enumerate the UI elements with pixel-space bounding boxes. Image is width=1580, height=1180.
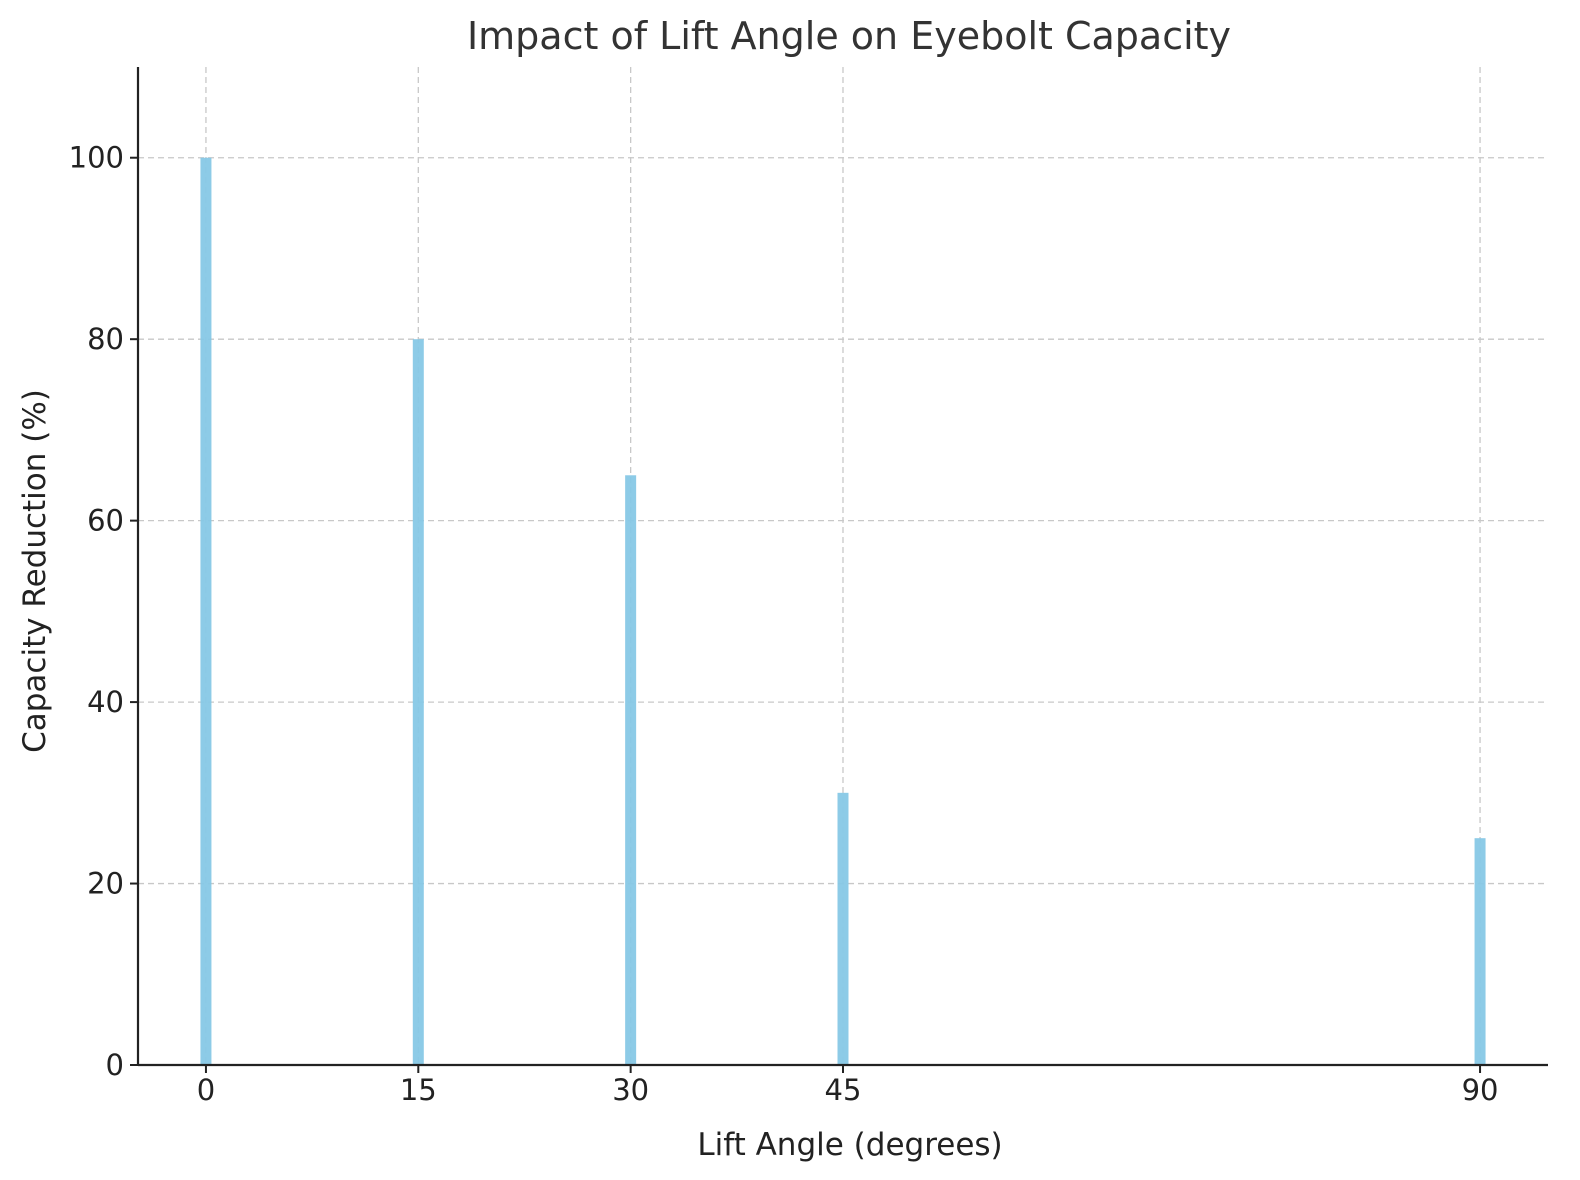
y-tick-label: 80 (87, 322, 124, 356)
x-tick-label: 90 (1462, 1073, 1499, 1107)
bars (200, 157, 1486, 1066)
ticks: 0 20 40 60 80 100 0 15 30 45 90 (69, 141, 1499, 1107)
bar (412, 339, 424, 1065)
x-tick-label: 15 (400, 1073, 437, 1107)
bar (837, 792, 849, 1065)
x-tick-label: 30 (612, 1073, 649, 1107)
x-tick-label: 45 (825, 1073, 862, 1107)
chart-title: Impact of Lift Angle on Eyebolt Capacity (467, 14, 1231, 58)
y-tick-label: 40 (87, 685, 124, 719)
y-tick-label: 20 (87, 867, 124, 901)
bar (1474, 838, 1486, 1065)
bar (625, 475, 637, 1066)
y-tick-label: 100 (69, 141, 124, 175)
y-tick-label: 0 (106, 1048, 124, 1082)
x-axis-label: Lift Angle (degrees) (697, 1127, 1002, 1163)
y-axis-label: Capacity Reduction (%) (17, 389, 53, 753)
y-tick-label: 60 (87, 504, 124, 538)
bar (200, 157, 212, 1065)
x-tick-label: 0 (197, 1073, 215, 1107)
